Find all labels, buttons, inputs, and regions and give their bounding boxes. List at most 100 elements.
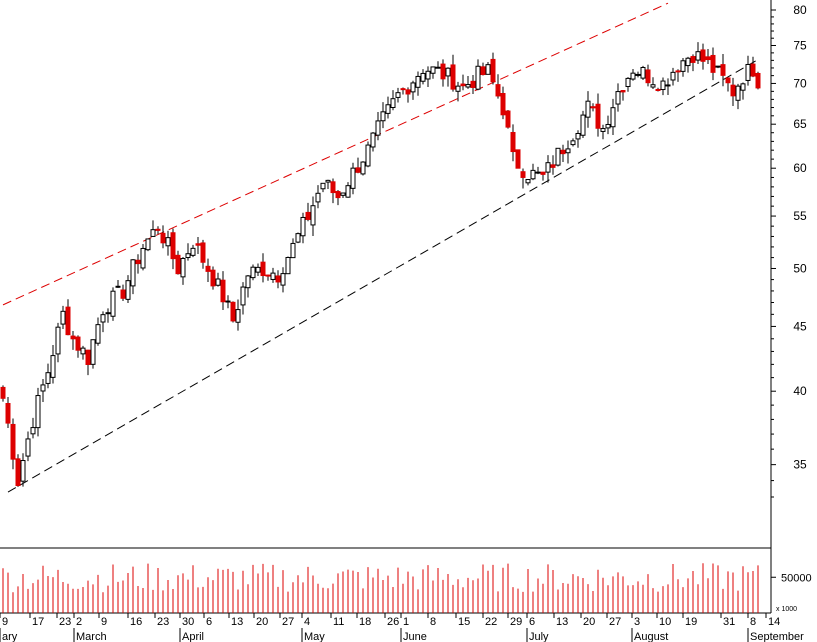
candlestick-series [0, 42, 761, 487]
month-label: April [182, 631, 204, 642]
candle-body [420, 72, 426, 82]
candle-body [275, 275, 281, 283]
volume-tick-label: 50000 [781, 572, 812, 584]
price-tick-label: 55 [793, 209, 807, 223]
candle-body [65, 306, 71, 336]
candle-body [195, 243, 201, 246]
candle-body [285, 256, 291, 275]
day-label: 11 [333, 616, 344, 628]
candle-body [500, 93, 506, 116]
candle-body [715, 65, 721, 68]
trend-channel [2, 2, 759, 493]
candle-body [435, 66, 441, 69]
upper-channel-line [2, 2, 669, 306]
day-label: 23 [59, 616, 71, 628]
day-label: 13 [556, 616, 568, 628]
candle-body [70, 335, 76, 340]
candle-body [685, 57, 691, 67]
day-label: 10 [659, 616, 671, 628]
candle-body [680, 60, 686, 72]
candle-body [665, 84, 671, 87]
candle-body [120, 289, 126, 299]
candle-body [475, 65, 481, 90]
price-tick-label: 40 [793, 384, 807, 398]
candle-body [675, 70, 681, 73]
candle-body [215, 278, 221, 286]
candle-body [125, 280, 131, 300]
price-tick-label: 65 [793, 117, 807, 131]
candle-body [725, 77, 731, 84]
candle-body [600, 128, 606, 132]
candle-body [300, 216, 306, 237]
day-label: 15 [458, 616, 470, 628]
candle-body [645, 69, 651, 84]
candle-body [655, 88, 661, 92]
candle-body [235, 309, 241, 323]
candle-body [95, 324, 101, 344]
candle-body [540, 171, 546, 175]
candle-body [415, 75, 421, 88]
day-label: 16 [130, 616, 142, 628]
candle-body [175, 254, 181, 275]
candle-body [165, 237, 171, 247]
candle-body [230, 301, 236, 322]
day-label: 9 [101, 616, 107, 628]
candle-body [105, 312, 111, 315]
candle-body [515, 149, 521, 169]
candle-body [410, 82, 416, 93]
candle-body [75, 336, 81, 351]
candle-body [225, 300, 231, 303]
candle-body [630, 72, 636, 80]
candle-body [695, 51, 701, 61]
candle-body [505, 110, 511, 128]
candle-body [590, 106, 596, 109]
candle-body [255, 266, 261, 273]
candle-body [615, 91, 621, 105]
candle-body [305, 211, 311, 220]
price-axis: 35 40 45 50 55 60 65 70 75 80 [771, 3, 807, 498]
candle-body [355, 167, 361, 173]
candle-body [315, 192, 321, 203]
price-tick-label: 50 [793, 261, 807, 275]
candle-body [135, 259, 141, 265]
candle-body [15, 458, 21, 487]
candle-body [190, 247, 196, 256]
candle-body [390, 98, 396, 108]
candle-body [150, 229, 156, 237]
day-label: 6 [206, 616, 212, 628]
day-label: 18 [359, 616, 371, 628]
lower-channel-line [7, 59, 759, 493]
month-label: May [304, 631, 325, 642]
candle-body [145, 238, 151, 251]
candle-body [480, 66, 486, 76]
candle-body [530, 169, 536, 180]
candle-body [50, 355, 56, 378]
candle-body [185, 253, 191, 259]
candle-body [55, 326, 61, 355]
day-label: 13 [231, 616, 243, 628]
candle-body [350, 167, 356, 189]
candle-body [520, 171, 526, 178]
candle-body [545, 162, 551, 173]
candle-body [745, 63, 751, 81]
candle-body [5, 403, 11, 424]
day-label: 1 [403, 616, 409, 628]
candle-body [205, 265, 211, 272]
candle-body [510, 131, 516, 153]
price-tick-label: 60 [793, 161, 807, 175]
candle-body [730, 84, 736, 97]
candle-body [525, 179, 531, 184]
candle-body [585, 100, 591, 118]
candle-body [450, 64, 456, 90]
candle-body [360, 161, 366, 175]
candle-body [260, 261, 266, 277]
candle-body [270, 272, 276, 280]
day-label: 29 [510, 616, 522, 628]
day-label: 22 [485, 616, 497, 628]
candle-body [180, 257, 186, 278]
candle-body [705, 56, 711, 61]
candle-body [400, 88, 406, 91]
candle-body [485, 64, 491, 75]
candle-body [265, 274, 271, 277]
